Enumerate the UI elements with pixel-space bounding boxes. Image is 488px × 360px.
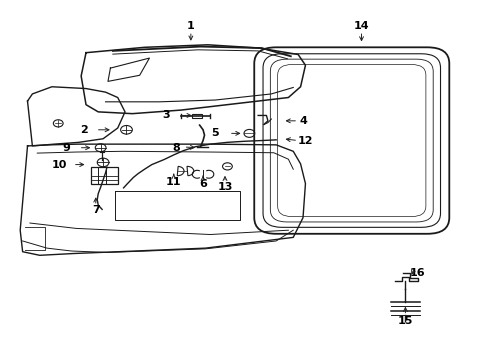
Text: 4: 4 xyxy=(299,116,306,126)
Bar xyxy=(91,167,118,184)
Text: 6: 6 xyxy=(199,179,206,189)
Bar xyxy=(192,114,202,118)
Text: 8: 8 xyxy=(172,143,180,153)
Text: 3: 3 xyxy=(163,111,170,121)
Text: 11: 11 xyxy=(166,177,181,187)
Text: 2: 2 xyxy=(80,125,87,135)
Text: 1: 1 xyxy=(186,21,194,31)
Text: 16: 16 xyxy=(409,268,425,278)
Text: 10: 10 xyxy=(51,159,67,170)
Text: 5: 5 xyxy=(211,129,219,138)
Text: 9: 9 xyxy=(62,143,70,153)
Text: 7: 7 xyxy=(92,206,100,216)
Text: 12: 12 xyxy=(297,136,312,145)
Text: 13: 13 xyxy=(217,182,232,192)
Text: 14: 14 xyxy=(353,21,368,31)
Text: 15: 15 xyxy=(397,316,412,325)
